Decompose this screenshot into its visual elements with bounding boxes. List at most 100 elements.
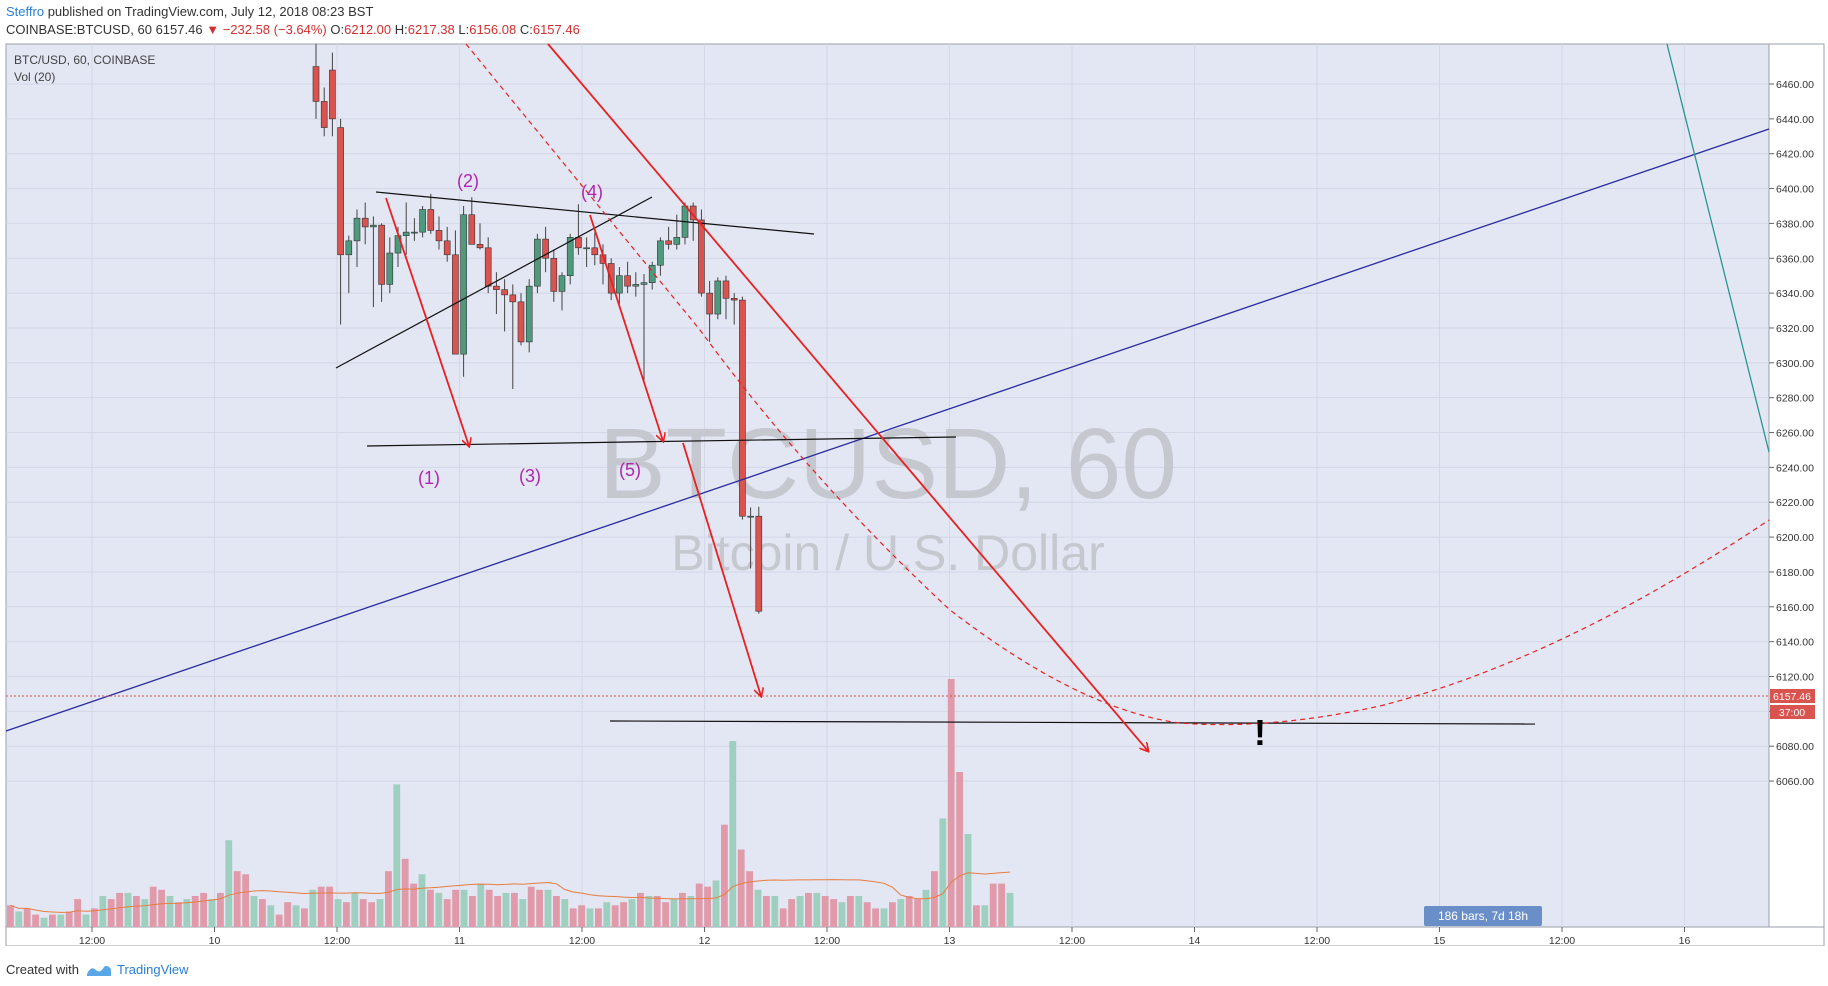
volume-bar [721, 824, 728, 927]
volume-bar [376, 899, 384, 927]
rising-wedge-line [335, 196, 653, 369]
price-tick-label: 6080.00 [1776, 741, 1814, 753]
time-tick-label: 12:00 [569, 935, 595, 947]
volume-bar [796, 896, 804, 927]
candlesticks [312, 44, 763, 614]
candle-body [558, 275, 566, 292]
range-badge[interactable]: 186 bars, 7d 18h [1424, 906, 1542, 926]
volume-bar [939, 818, 947, 927]
volume-bar [418, 874, 426, 927]
candle-body [673, 237, 681, 245]
volume-bar [133, 896, 140, 927]
last-price-text: 6157.46 [1773, 691, 1811, 703]
time-tick-label: 12:00 [324, 935, 350, 947]
price-axis[interactable] [1768, 43, 1825, 928]
candle-body [386, 252, 394, 285]
candle-body [747, 515, 754, 518]
volume-bar [981, 905, 989, 927]
tradingview-link[interactable]: TradingView [117, 962, 189, 977]
time-tick-label: 13 [944, 935, 956, 947]
volume-bar [922, 889, 930, 927]
volume-bar [225, 840, 233, 927]
volume-bar [712, 880, 720, 927]
volume-bar [771, 896, 779, 927]
down-arrow-icon: ▼ [206, 22, 220, 37]
volume-bar [233, 871, 241, 927]
time-tick-label: 14 [1189, 935, 1201, 947]
close-value: 6157.46 [532, 22, 580, 37]
price-tick-label: 6340.00 [1776, 288, 1814, 300]
price-tick-label: 6420.00 [1776, 149, 1814, 161]
volume-bar [813, 892, 821, 927]
volume-bar [905, 896, 913, 927]
volume-bar [183, 899, 191, 927]
time-tick-label: 10 [209, 935, 221, 947]
time-tick-label: 12:00 [1549, 935, 1575, 947]
candle-body [632, 284, 640, 287]
candle-body [370, 224, 377, 228]
volume-bar [805, 892, 812, 927]
candle-body [755, 515, 763, 612]
target-arrow [547, 43, 1148, 751]
volume-bar [91, 908, 98, 927]
price-tick-label: 6300.00 [1776, 358, 1814, 370]
volume-bar [57, 914, 65, 927]
volume-bar [124, 892, 132, 927]
volume-bar [435, 892, 443, 927]
watermark-symbol: BTCUSD, 60 [599, 408, 1177, 520]
volume-bar [544, 889, 552, 927]
volume-bar [385, 871, 392, 927]
volume-bar [149, 886, 157, 927]
volume-bar [620, 902, 627, 927]
volume-bar [284, 902, 291, 927]
volume-bar [947, 679, 955, 927]
wave-arrow [682, 442, 761, 696]
tradingview-logo-icon[interactable] [86, 962, 112, 978]
volume-bar [536, 889, 543, 927]
volume-bar [469, 896, 476, 927]
teal-trendline [1666, 43, 1770, 453]
candle-body [443, 240, 451, 256]
price-tick-label: 6140.00 [1776, 637, 1814, 649]
volume-bar [956, 772, 963, 927]
candle-body [624, 275, 631, 287]
price-tick-label: 6160.00 [1776, 602, 1814, 614]
volume-bar [511, 892, 518, 927]
volume-bar [343, 902, 350, 927]
price-ticks: 6460.00 6440.00 6420.00 6400.00 6380.00 6360.… [1769, 79, 1814, 788]
volume-bar [74, 899, 81, 927]
author-link[interactable]: Steffro [6, 4, 45, 19]
candle-body [665, 240, 672, 245]
time-tick-label: 12 [699, 935, 711, 947]
range-badge-box [1424, 906, 1542, 926]
price-tick-label: 6120.00 [1776, 672, 1814, 684]
volume-bar [99, 896, 107, 927]
wave-label-1: (1) [418, 468, 440, 488]
time-tick-label: 12:00 [1304, 935, 1330, 947]
price-tick-label: 6180.00 [1776, 567, 1814, 579]
volume-bar [410, 883, 417, 927]
volume-bar [460, 889, 468, 927]
price-tick-label: 6440.00 [1776, 114, 1814, 126]
volume-bar [931, 871, 938, 927]
volume-bar [704, 886, 711, 927]
candle-body [730, 298, 738, 301]
candle-body [361, 217, 369, 228]
volume-bar [309, 889, 317, 927]
candle-body [484, 247, 492, 287]
candle-body [648, 264, 656, 283]
created-with-text: Created with [6, 962, 79, 977]
candle-body [698, 219, 705, 294]
chart-footer: Created with TradingView [0, 946, 1828, 986]
volume-bar [242, 874, 249, 927]
volume-bar [452, 889, 459, 927]
candle-body [739, 299, 746, 517]
volume-bar [611, 905, 619, 927]
chart-pane[interactable] [5, 43, 1770, 928]
price-tick-label: 6400.00 [1776, 184, 1814, 196]
volume-bar [914, 899, 921, 927]
watermark-name: Bitcoin / U.S. Dollar [671, 525, 1104, 581]
volume-bar [754, 889, 762, 927]
wave-label-4: (4) [581, 182, 603, 202]
